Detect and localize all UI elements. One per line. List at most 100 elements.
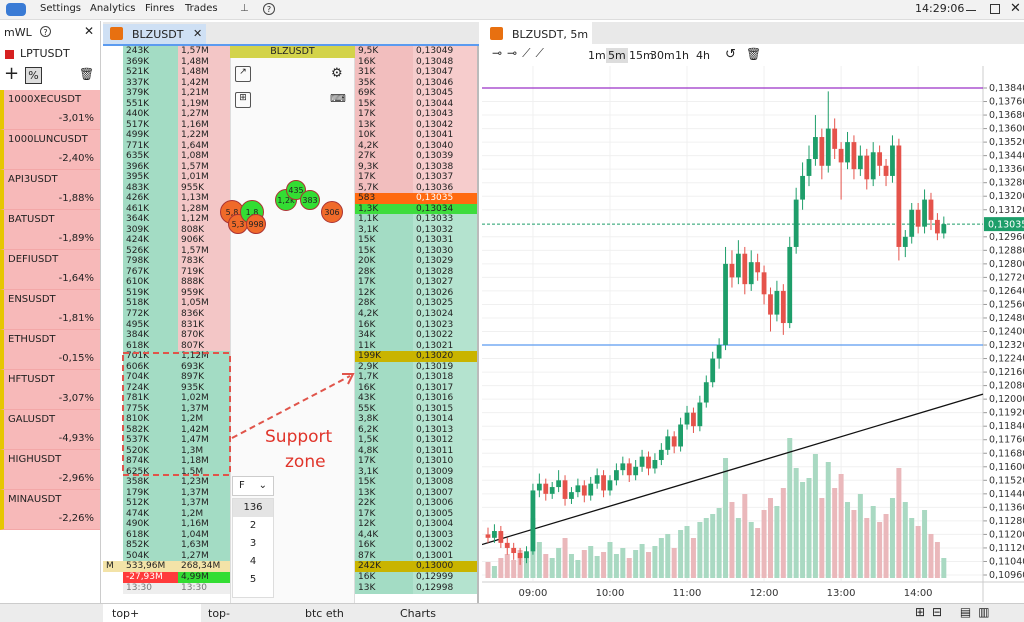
volume-bar bbox=[735, 518, 741, 578]
candle-body bbox=[851, 142, 857, 170]
volume-cell: 1,7K bbox=[355, 372, 413, 384]
candle-body bbox=[941, 224, 947, 234]
volume-bar bbox=[549, 558, 555, 578]
chart-tab[interactable] bbox=[482, 22, 592, 44]
watchlist-item[interactable]: 1000LUNCUSDT -2,40% bbox=[0, 130, 100, 170]
delete-button[interactable]: 🗑 bbox=[746, 47, 762, 61]
menu-item[interactable]: Analytics bbox=[90, 3, 136, 14]
volume-bar bbox=[607, 542, 613, 578]
price-cell: 0,13019 bbox=[413, 361, 477, 373]
app-logo[interactable] bbox=[6, 3, 26, 16]
timeframe-button[interactable]: 1m bbox=[588, 49, 606, 62]
candle-body bbox=[594, 475, 600, 484]
pin-icon[interactable]: ⊥ bbox=[240, 3, 249, 14]
timeframe-button[interactable]: 15m bbox=[629, 49, 654, 62]
minimize-button[interactable] bbox=[966, 10, 976, 11]
change-percent: -2,96% bbox=[58, 473, 94, 484]
close-icon[interactable]: ✕ bbox=[84, 24, 95, 38]
volume-bar bbox=[498, 558, 504, 578]
change-percent: -1,81% bbox=[58, 313, 94, 324]
volume-cell: 11K bbox=[355, 340, 413, 352]
volume-bar bbox=[697, 522, 703, 578]
watchlist-item[interactable]: HIGHUSDT -2,96% bbox=[0, 450, 100, 490]
chart-tab-title[interactable]: BLZUSDT, 5m bbox=[512, 28, 589, 41]
filter-option[interactable]: 136 bbox=[233, 499, 273, 517]
add-button[interactable]: + bbox=[4, 63, 20, 84]
watchlist-item[interactable]: 1000XECUSDT -3,01% bbox=[0, 90, 100, 130]
cumulative-cell: 1,04M bbox=[178, 529, 230, 541]
volume-bar bbox=[485, 562, 491, 578]
menu-item[interactable]: Finres bbox=[145, 3, 175, 14]
watchlist-item[interactable]: ETHUSDT -0,15% bbox=[0, 330, 100, 370]
candle-body bbox=[678, 424, 683, 447]
volume-cell: 309K bbox=[123, 224, 178, 236]
symbol-name: 1000XECUSDT bbox=[8, 94, 82, 105]
filter-dropdown[interactable]: F ⌄ bbox=[232, 476, 274, 496]
settings-button[interactable]: ⚙ bbox=[331, 66, 343, 81]
volume-cell: 179K bbox=[123, 487, 178, 499]
timeframe-button[interactable]: 4h bbox=[696, 49, 710, 62]
bottom-tab[interactable]: top+ bbox=[112, 607, 140, 620]
bottom-tab[interactable]: Charts bbox=[400, 607, 436, 620]
volume-cell: 483K bbox=[123, 182, 178, 194]
filter-option[interactable]: 5 bbox=[249, 574, 257, 585]
watchlist-item[interactable]: DEFIUSDT -1,64% bbox=[0, 250, 100, 290]
undo-button[interactable]: ↺ bbox=[725, 47, 736, 62]
candle-body bbox=[511, 547, 517, 554]
keyboard-button[interactable]: ⌨ bbox=[330, 92, 346, 105]
delete-button[interactable]: 🗑 bbox=[79, 67, 95, 81]
menu-item[interactable]: Settings bbox=[40, 3, 82, 14]
timeframe-button[interactable]: 5m bbox=[606, 48, 628, 63]
watchlist-item[interactable]: GALUSDT -4,93% bbox=[0, 410, 100, 450]
bottom-icons[interactable]: ⊞⊟ ▤▥ bbox=[915, 605, 997, 619]
support-zone-box bbox=[122, 352, 231, 476]
candle-body bbox=[819, 137, 825, 166]
candle-body bbox=[845, 142, 850, 163]
watchlist-item[interactable]: HFTUSDT -3,07% bbox=[0, 370, 100, 410]
filter-option[interactable]: 4 bbox=[249, 556, 257, 567]
volume-bar bbox=[742, 494, 748, 578]
volume-bar bbox=[594, 556, 600, 578]
bottom-tab[interactable]: top- bbox=[208, 607, 230, 620]
cumulative-cell: 1,37M bbox=[178, 487, 230, 499]
timeframe-button[interactable]: 30m bbox=[650, 49, 675, 62]
price-cell: 0,13006 bbox=[413, 498, 477, 510]
menu-item[interactable]: Trades bbox=[185, 3, 218, 14]
tool-button[interactable]: ↗ bbox=[235, 66, 251, 82]
selected-symbol[interactable]: LPTUSDT bbox=[20, 47, 70, 60]
volume-cell: 537K bbox=[123, 435, 178, 447]
filter-option[interactable]: 2 bbox=[249, 520, 257, 531]
candle-body bbox=[536, 483, 542, 491]
tab-close[interactable]: ✕ bbox=[193, 27, 203, 40]
timeframe-button[interactable]: 1h bbox=[675, 49, 689, 62]
cumulative-cell: 1,64M bbox=[178, 140, 230, 152]
filter-option[interactable]: 3 bbox=[249, 538, 257, 549]
watchlist-item[interactable]: BATUSDT -1,89% bbox=[0, 210, 100, 250]
tool-button[interactable]: ⊞ bbox=[235, 92, 251, 108]
watchlist-item[interactable]: MINAUSDT -2,26% bbox=[0, 490, 100, 530]
watchlist-item[interactable]: API3USDT -1,88% bbox=[0, 170, 100, 210]
price-cell: 0,13017 bbox=[413, 382, 477, 394]
tab[interactable] bbox=[103, 24, 206, 44]
percent-toggle[interactable]: % bbox=[25, 67, 42, 84]
close-button[interactable]: ✕ bbox=[1010, 1, 1021, 16]
price-cell: 0,13010 bbox=[413, 456, 477, 468]
price-cell: 0,13047 bbox=[413, 67, 477, 79]
volume-bar bbox=[812, 454, 818, 578]
candle-body bbox=[671, 436, 677, 447]
help-icon[interactable]: ? bbox=[263, 3, 275, 15]
drawing-tools[interactable]: ⊸⊸⟋⟋ bbox=[492, 46, 549, 60]
price-cell: 0,13035 bbox=[413, 193, 477, 205]
help-icon[interactable]: ? bbox=[40, 26, 51, 37]
tab-title[interactable]: BLZUSDT bbox=[132, 28, 184, 41]
cumulative-cell: 808K bbox=[178, 224, 230, 236]
maximize-button[interactable] bbox=[990, 4, 1000, 14]
price-cell: 0,13015 bbox=[413, 403, 477, 415]
volume-cell: 69K bbox=[355, 88, 413, 100]
bottom-tab[interactable]: btc eth bbox=[305, 607, 344, 620]
watchlist-item[interactable]: ENSUSDT -1,81% bbox=[0, 290, 100, 330]
volume-cell: 10K bbox=[355, 130, 413, 142]
